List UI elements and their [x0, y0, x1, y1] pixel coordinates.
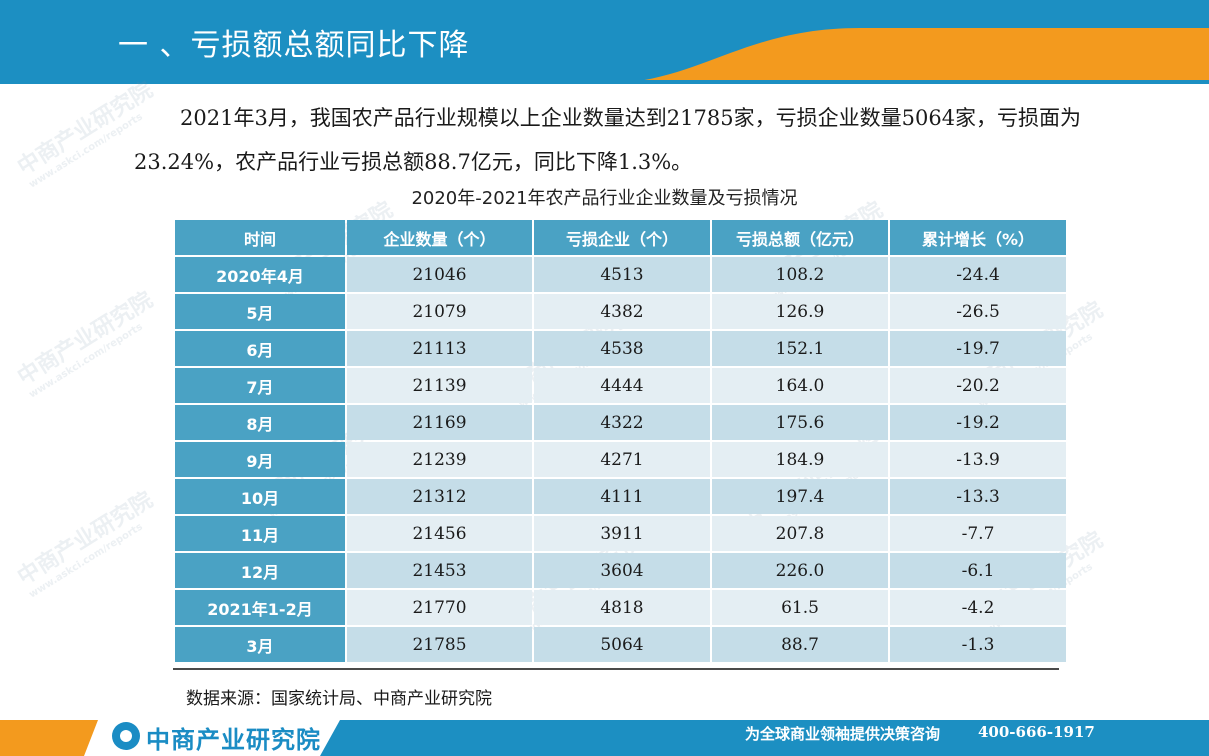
table-cell: 21113	[347, 331, 532, 366]
footer-bar: 中商产业研究院 为全球商业领袖提供决策咨询 400-666-1917	[0, 714, 1209, 756]
footer-slogan: 为全球商业领袖提供决策咨询	[745, 725, 941, 743]
table-cell: -7.7	[890, 516, 1066, 551]
table-cell: 21079	[347, 294, 532, 329]
row-label: 7月	[175, 368, 345, 403]
row-label: 8月	[175, 405, 345, 440]
table-row: 2021年1-2月 21770 4818 61.5 -4.2	[175, 590, 1066, 625]
intro-paragraph: 2021年3月，我国农产品行业规模以上企业数量达到21785家，亏损企业数量50…	[134, 106, 1082, 174]
table-cell: 184.9	[712, 442, 888, 477]
row-label: 2020年4月	[175, 257, 345, 292]
table-cell: 4271	[534, 442, 710, 477]
table-row: 2020年4月 21046 4513 108.2 -24.4	[175, 257, 1066, 292]
footer-logo-text: 中商产业研究院	[146, 726, 321, 754]
table-cell: -26.5	[890, 294, 1066, 329]
row-label: 5月	[175, 294, 345, 329]
table-cell: -20.2	[890, 368, 1066, 403]
table-row: 9月 21239 4271 184.9 -13.9	[175, 442, 1066, 477]
table-cell: -19.2	[890, 405, 1066, 440]
table-cell: 4444	[534, 368, 710, 403]
table-row: 3月 21785 5064 88.7 -1.3	[175, 627, 1066, 662]
table-cell: 21169	[347, 405, 532, 440]
header-cell-loss-enterprises: 亏损企业（个）	[534, 220, 710, 255]
table-row: 12月 21453 3604 226.0 -6.1	[175, 553, 1066, 588]
table-row: 7月 21139 4444 164.0 -20.2	[175, 368, 1066, 403]
table-cell: 4513	[534, 257, 710, 292]
table-cell: 175.6	[712, 405, 888, 440]
table-cell: 4111	[534, 479, 710, 514]
table-cell: 21453	[347, 553, 532, 588]
table-cell: -24.4	[890, 257, 1066, 292]
row-label: 12月	[175, 553, 345, 588]
table-cell: 21312	[347, 479, 532, 514]
table-cell: 164.0	[712, 368, 888, 403]
table-row: 8月 21169 4322 175.6 -19.2	[175, 405, 1066, 440]
header-background	[0, 0, 1209, 84]
data-source-note: 数据来源：国家统计局、中商产业研究院	[186, 689, 492, 709]
table-cell: 197.4	[712, 479, 888, 514]
table-cell: -19.7	[890, 331, 1066, 366]
table-cell: 3911	[534, 516, 710, 551]
table-cell: 21785	[347, 627, 532, 662]
table-cell: 207.8	[712, 516, 888, 551]
table-row: 10月 21312 4111 197.4 -13.3	[175, 479, 1066, 514]
table-cell: 21139	[347, 368, 532, 403]
data-table: 时间 企业数量（个） 亏损企业（个） 亏损总额（亿元） 累计增长（%） 2020…	[173, 218, 1068, 664]
table-cell: 5064	[534, 627, 710, 662]
table-title: 2020年-2021年农产品行业企业数量及亏损情况	[411, 188, 798, 209]
row-label: 11月	[175, 516, 345, 551]
table-cell: 4818	[534, 590, 710, 625]
table-cell: 4382	[534, 294, 710, 329]
table-cell: 88.7	[712, 627, 888, 662]
table-cell: 21046	[347, 257, 532, 292]
header-cell-cumulative-growth: 累计增长（%）	[890, 220, 1066, 255]
table-cell: 4322	[534, 405, 710, 440]
header-cell-enterprise-count: 企业数量（个）	[347, 220, 532, 255]
row-label: 3月	[175, 627, 345, 662]
row-label: 9月	[175, 442, 345, 477]
table-cell: 108.2	[712, 257, 888, 292]
table-cell: 21770	[347, 590, 532, 625]
footer-background	[0, 720, 1209, 756]
header-banner: 一 、亏损额总额同比下降	[0, 0, 1209, 84]
table-cell: -4.2	[890, 590, 1066, 625]
table-cell: -13.3	[890, 479, 1066, 514]
table-row: 6月 21113 4538 152.1 -19.7	[175, 331, 1066, 366]
logo-icon	[112, 722, 140, 750]
table-cell: 21456	[347, 516, 532, 551]
table-row: 5月 21079 4382 126.9 -26.5	[175, 294, 1066, 329]
table-cell: 226.0	[712, 553, 888, 588]
table-cell: 61.5	[712, 590, 888, 625]
table-bottom-rule	[173, 668, 1059, 670]
footer-phone: 400-666-1917	[978, 723, 1095, 741]
header-cell-time: 时间	[175, 220, 345, 255]
table-cell: 4538	[534, 331, 710, 366]
row-label: 10月	[175, 479, 345, 514]
header-cell-loss-total: 亏损总额（亿元）	[712, 220, 888, 255]
table-cell: -1.3	[890, 627, 1066, 662]
page-title: 一 、亏损额总额同比下降	[118, 28, 470, 63]
table-cell: 152.1	[712, 331, 888, 366]
table-cell: 21239	[347, 442, 532, 477]
row-label: 6月	[175, 331, 345, 366]
table-row: 11月 21456 3911 207.8 -7.7	[175, 516, 1066, 551]
table-cell: -13.9	[890, 442, 1066, 477]
table-cell: -6.1	[890, 553, 1066, 588]
table-cell: 3604	[534, 553, 710, 588]
row-label: 2021年1-2月	[175, 590, 345, 625]
table-header-row: 时间 企业数量（个） 亏损企业（个） 亏损总额（亿元） 累计增长（%）	[175, 220, 1066, 255]
table-cell: 126.9	[712, 294, 888, 329]
